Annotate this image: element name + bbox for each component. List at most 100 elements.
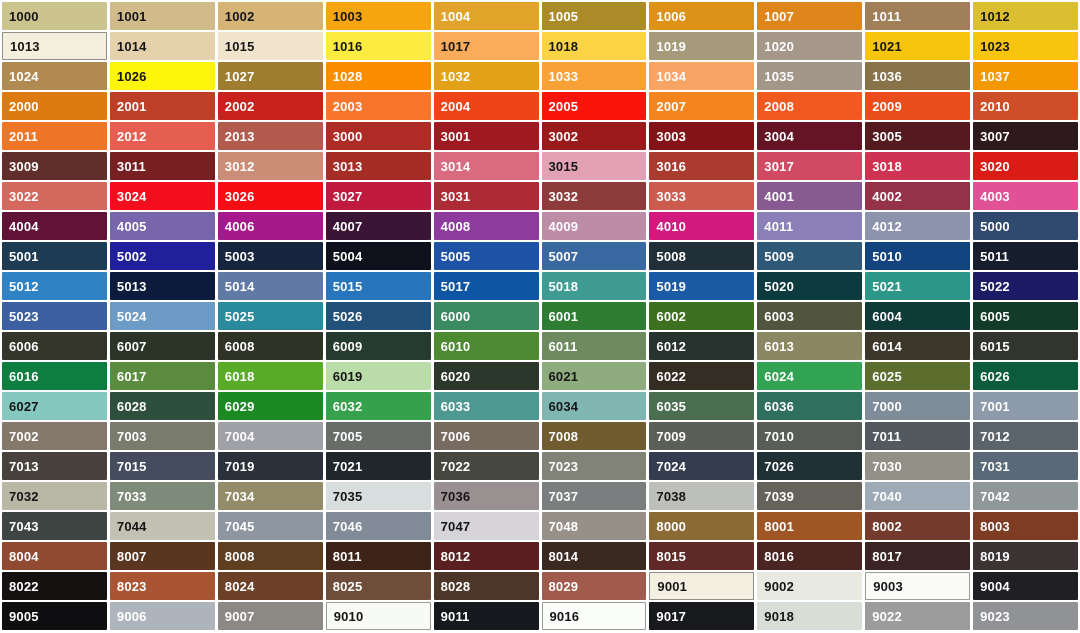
- color-swatch-4005: 4005: [109, 212, 215, 240]
- color-swatch-7026: 7026: [757, 452, 863, 480]
- color-swatch-1027: 1027: [217, 62, 323, 90]
- color-swatch-1016: 1016: [325, 32, 431, 60]
- swatch-label: 5007: [548, 248, 579, 264]
- swatch-label: 6021: [548, 368, 579, 384]
- color-swatch-6025: 6025: [865, 362, 971, 390]
- color-swatch-1002: 1002: [217, 2, 323, 30]
- swatch-label: 6027: [9, 398, 39, 414]
- color-swatch-1024: 1024: [2, 62, 107, 90]
- color-swatch-3012: 3012: [217, 152, 323, 180]
- swatch-label: 6011: [548, 338, 578, 354]
- swatch-label: 7037: [548, 488, 579, 504]
- color-swatch-7023: 7023: [541, 452, 647, 480]
- color-swatch-9006: 9006: [109, 602, 215, 630]
- color-swatch-4003: 4003: [973, 182, 1078, 210]
- swatch-label: 2010: [980, 98, 1010, 114]
- swatch-label: 6025: [872, 368, 902, 384]
- swatch-label: 7021: [332, 458, 363, 474]
- color-swatch-1017: 1017: [433, 32, 539, 60]
- swatch-label: 8028: [440, 578, 471, 594]
- color-swatch-3026: 3026: [217, 182, 323, 210]
- color-swatch-6008: 6008: [217, 332, 323, 360]
- color-swatch-7047: 7047: [433, 512, 539, 540]
- swatch-label: 4005: [116, 218, 147, 234]
- swatch-label: 3003: [656, 128, 687, 144]
- swatch-label: 1001: [116, 8, 147, 24]
- swatch-label: 6017: [116, 368, 147, 384]
- swatch-label: 5023: [9, 308, 39, 324]
- color-swatch-7039: 7039: [757, 482, 863, 510]
- swatch-label: 8007: [116, 548, 147, 564]
- color-swatch-1033: 1033: [541, 62, 647, 90]
- swatch-label: 6024: [764, 368, 795, 384]
- color-swatch-5000: 5000: [973, 212, 1078, 240]
- color-swatch-3024: 3024: [109, 182, 215, 210]
- color-swatch-1001: 1001: [109, 2, 215, 30]
- color-swatch-7002: 7002: [2, 422, 107, 450]
- swatch-label: 2012: [116, 128, 147, 144]
- swatch-label: 6008: [224, 338, 255, 354]
- swatch-label: 7003: [116, 428, 147, 444]
- color-swatch-4009: 4009: [541, 212, 647, 240]
- swatch-label: 7006: [440, 428, 471, 444]
- swatch-label: 6001: [548, 308, 579, 324]
- swatch-label: 5001: [9, 248, 39, 264]
- swatch-label: 7013: [9, 458, 39, 474]
- swatch-label: 6029: [224, 398, 255, 414]
- swatch-label: 6002: [656, 308, 687, 324]
- color-swatch-1018: 1018: [541, 32, 647, 60]
- swatch-label: 8025: [332, 578, 363, 594]
- swatch-label: 5010: [872, 248, 902, 264]
- color-swatch-6000: 6000: [433, 302, 539, 330]
- swatch-label: 7040: [872, 488, 902, 504]
- color-swatch-4001: 4001: [757, 182, 863, 210]
- swatch-label: 8011: [332, 548, 362, 564]
- swatch-label: 9002: [764, 578, 795, 594]
- swatch-label: 7000: [872, 398, 902, 414]
- swatch-label: 3002: [548, 128, 579, 144]
- color-swatch-7008: 7008: [541, 422, 647, 450]
- swatch-label: 3024: [116, 188, 147, 204]
- color-swatch-4004: 4004: [2, 212, 107, 240]
- color-swatch-2005: 2005: [541, 92, 647, 120]
- color-swatch-8007: 8007: [109, 542, 215, 570]
- color-swatch-3027: 3027: [325, 182, 431, 210]
- color-swatch-4002: 4002: [865, 182, 971, 210]
- color-swatch-6034: 6034: [541, 392, 647, 420]
- color-swatch-1035: 1035: [757, 62, 863, 90]
- swatch-label: 2005: [548, 98, 579, 114]
- swatch-label: 3018: [872, 158, 902, 174]
- swatch-label: 9018: [764, 608, 795, 624]
- color-swatch-7009: 7009: [649, 422, 755, 450]
- swatch-label: 8012: [440, 548, 471, 564]
- swatch-label: 6032: [332, 398, 363, 414]
- swatch-label: 1015: [224, 38, 255, 54]
- color-swatch-6004: 6004: [865, 302, 971, 330]
- color-swatch-8002: 8002: [865, 512, 971, 540]
- color-swatch-7006: 7006: [433, 422, 539, 450]
- swatch-label: 7024: [656, 458, 687, 474]
- color-swatch-7031: 7031: [973, 452, 1078, 480]
- color-swatch-7015: 7015: [109, 452, 215, 480]
- swatch-label: 6026: [980, 368, 1010, 384]
- color-swatch-8008: 8008: [217, 542, 323, 570]
- swatch-label: 1019: [656, 38, 687, 54]
- color-swatch-6014: 6014: [865, 332, 971, 360]
- color-swatch-1013: 1013: [2, 32, 107, 60]
- color-swatch-7000: 7000: [865, 392, 971, 420]
- color-swatch-3000: 3000: [325, 122, 431, 150]
- swatch-label: 4011: [764, 218, 794, 234]
- color-swatch-3004: 3004: [757, 122, 863, 150]
- swatch-label: 6018: [224, 368, 255, 384]
- color-swatch-6021: 6021: [541, 362, 647, 390]
- swatch-label: 9001: [657, 578, 688, 594]
- swatch-label: 2004: [440, 98, 471, 114]
- color-swatch-7005: 7005: [325, 422, 431, 450]
- swatch-label: 5019: [656, 278, 687, 294]
- swatch-label: 7048: [548, 518, 579, 534]
- swatch-label: 7012: [980, 428, 1010, 444]
- swatch-label: 6004: [872, 308, 902, 324]
- swatch-label: 6000: [440, 308, 471, 324]
- color-swatch-9018: 9018: [757, 602, 863, 630]
